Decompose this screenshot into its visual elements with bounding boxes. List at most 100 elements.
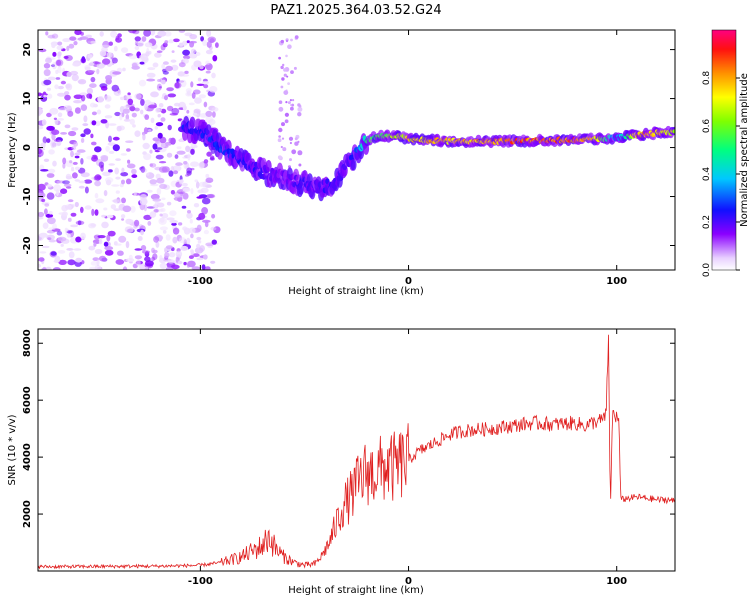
- noise-speckle: [294, 137, 298, 141]
- noise-speckle: [125, 178, 132, 185]
- noise-speckle: [131, 112, 137, 118]
- noise-speckle: [68, 251, 75, 259]
- noise-speckle: [47, 34, 56, 39]
- noise-speckle: [190, 48, 197, 54]
- noise-speckle: [110, 204, 117, 210]
- noise-speckle: [108, 150, 115, 154]
- noise-speckle: [187, 153, 191, 161]
- noise-speckle: [210, 226, 217, 231]
- noise-speckle: [197, 77, 202, 82]
- noise-speckle: [41, 119, 47, 126]
- noise-speckle: [166, 152, 173, 158]
- noise-speckle: [84, 205, 92, 210]
- noise-speckle: [297, 140, 300, 143]
- noise-speckle: [156, 187, 162, 195]
- noise-speckle: [93, 242, 97, 247]
- noise-speckle: [147, 129, 152, 132]
- noise-speckle: [193, 60, 202, 68]
- noise-speckle: [62, 162, 66, 169]
- noise-speckle: [122, 205, 132, 213]
- noise-speckle: [181, 182, 188, 187]
- noise-speckle: [193, 108, 201, 114]
- noise-speckle: [153, 209, 159, 213]
- noise-speckle: [57, 250, 66, 254]
- noise-speckle: [172, 165, 182, 172]
- noise-speckle: [178, 30, 186, 33]
- noise-speckle: [47, 217, 56, 225]
- noise-speckle: [182, 58, 189, 64]
- noise-speckle: [152, 137, 160, 142]
- noise-speckle: [38, 147, 43, 155]
- noise-speckle: [60, 80, 66, 85]
- noise-speckle: [181, 205, 187, 209]
- noise-speckle: [123, 118, 131, 122]
- noise-speckle: [100, 86, 108, 91]
- noise-speckle: [93, 176, 98, 181]
- noise-speckle: [57, 51, 62, 57]
- ridge-halo: [189, 116, 196, 129]
- noise-speckle: [52, 51, 57, 57]
- noise-speckle: [102, 171, 111, 177]
- noise-speckle: [106, 234, 111, 242]
- noise-speckle: [40, 169, 49, 172]
- noise-speckle: [108, 123, 117, 126]
- noise-speckle: [289, 141, 292, 145]
- colorbar-tick-label: 0.6: [702, 119, 712, 134]
- noise-speckle: [140, 245, 147, 251]
- noise-speckle: [48, 227, 56, 231]
- noise-speckle: [74, 152, 81, 156]
- noise-speckle: [168, 39, 174, 44]
- noise-speckle: [67, 233, 71, 238]
- noise-speckle: [192, 112, 198, 116]
- noise-speckle: [290, 106, 294, 111]
- noise-speckle: [95, 198, 105, 204]
- noise-speckle: [69, 36, 77, 41]
- noise-speckle: [61, 204, 68, 212]
- noise-speckle: [74, 30, 82, 36]
- noise-speckle: [38, 183, 46, 191]
- noise-speckle: [38, 232, 48, 238]
- noise-speckle: [73, 248, 82, 251]
- noise-speckle: [149, 179, 157, 185]
- snr-series-line: [38, 334, 675, 570]
- noise-speckle: [101, 44, 110, 49]
- noise-speckle: [45, 31, 49, 36]
- noise-speckle: [190, 81, 194, 88]
- noise-speckle: [111, 57, 118, 64]
- noise-speckle: [182, 49, 191, 56]
- noise-speckle: [177, 260, 183, 265]
- noise-speckle: [147, 67, 156, 71]
- noise-speckle: [149, 163, 157, 168]
- noise-speckle: [204, 266, 211, 270]
- noise-speckle: [183, 261, 187, 266]
- noise-speckle: [166, 87, 174, 92]
- noise-speckle: [160, 207, 166, 213]
- noise-speckle: [115, 176, 121, 180]
- noise-speckle: [120, 96, 125, 101]
- noise-speckle: [143, 214, 152, 221]
- noise-speckle: [165, 266, 173, 270]
- noise-speckle: [63, 55, 69, 60]
- spectrogram-ytick-label: -20: [22, 236, 33, 254]
- noise-speckle: [72, 62, 81, 67]
- noise-speckle: [160, 143, 166, 148]
- noise-speckle: [293, 66, 297, 70]
- noise-speckle: [297, 112, 302, 117]
- noise-speckle: [125, 140, 134, 143]
- noise-speckle: [72, 161, 78, 165]
- noise-speckle: [60, 132, 68, 135]
- noise-speckle: [283, 68, 287, 72]
- noise-speckle: [119, 113, 123, 121]
- noise-speckle: [281, 137, 285, 140]
- noise-speckle: [80, 104, 88, 111]
- noise-speckle: [112, 198, 122, 204]
- noise-speckle: [127, 159, 131, 164]
- noise-speckle: [190, 249, 194, 253]
- noise-speckle: [167, 124, 172, 131]
- noise-speckle: [173, 38, 180, 43]
- noise-speckle: [189, 34, 198, 40]
- noise-speckle: [38, 263, 42, 268]
- noise-speckle: [133, 191, 137, 196]
